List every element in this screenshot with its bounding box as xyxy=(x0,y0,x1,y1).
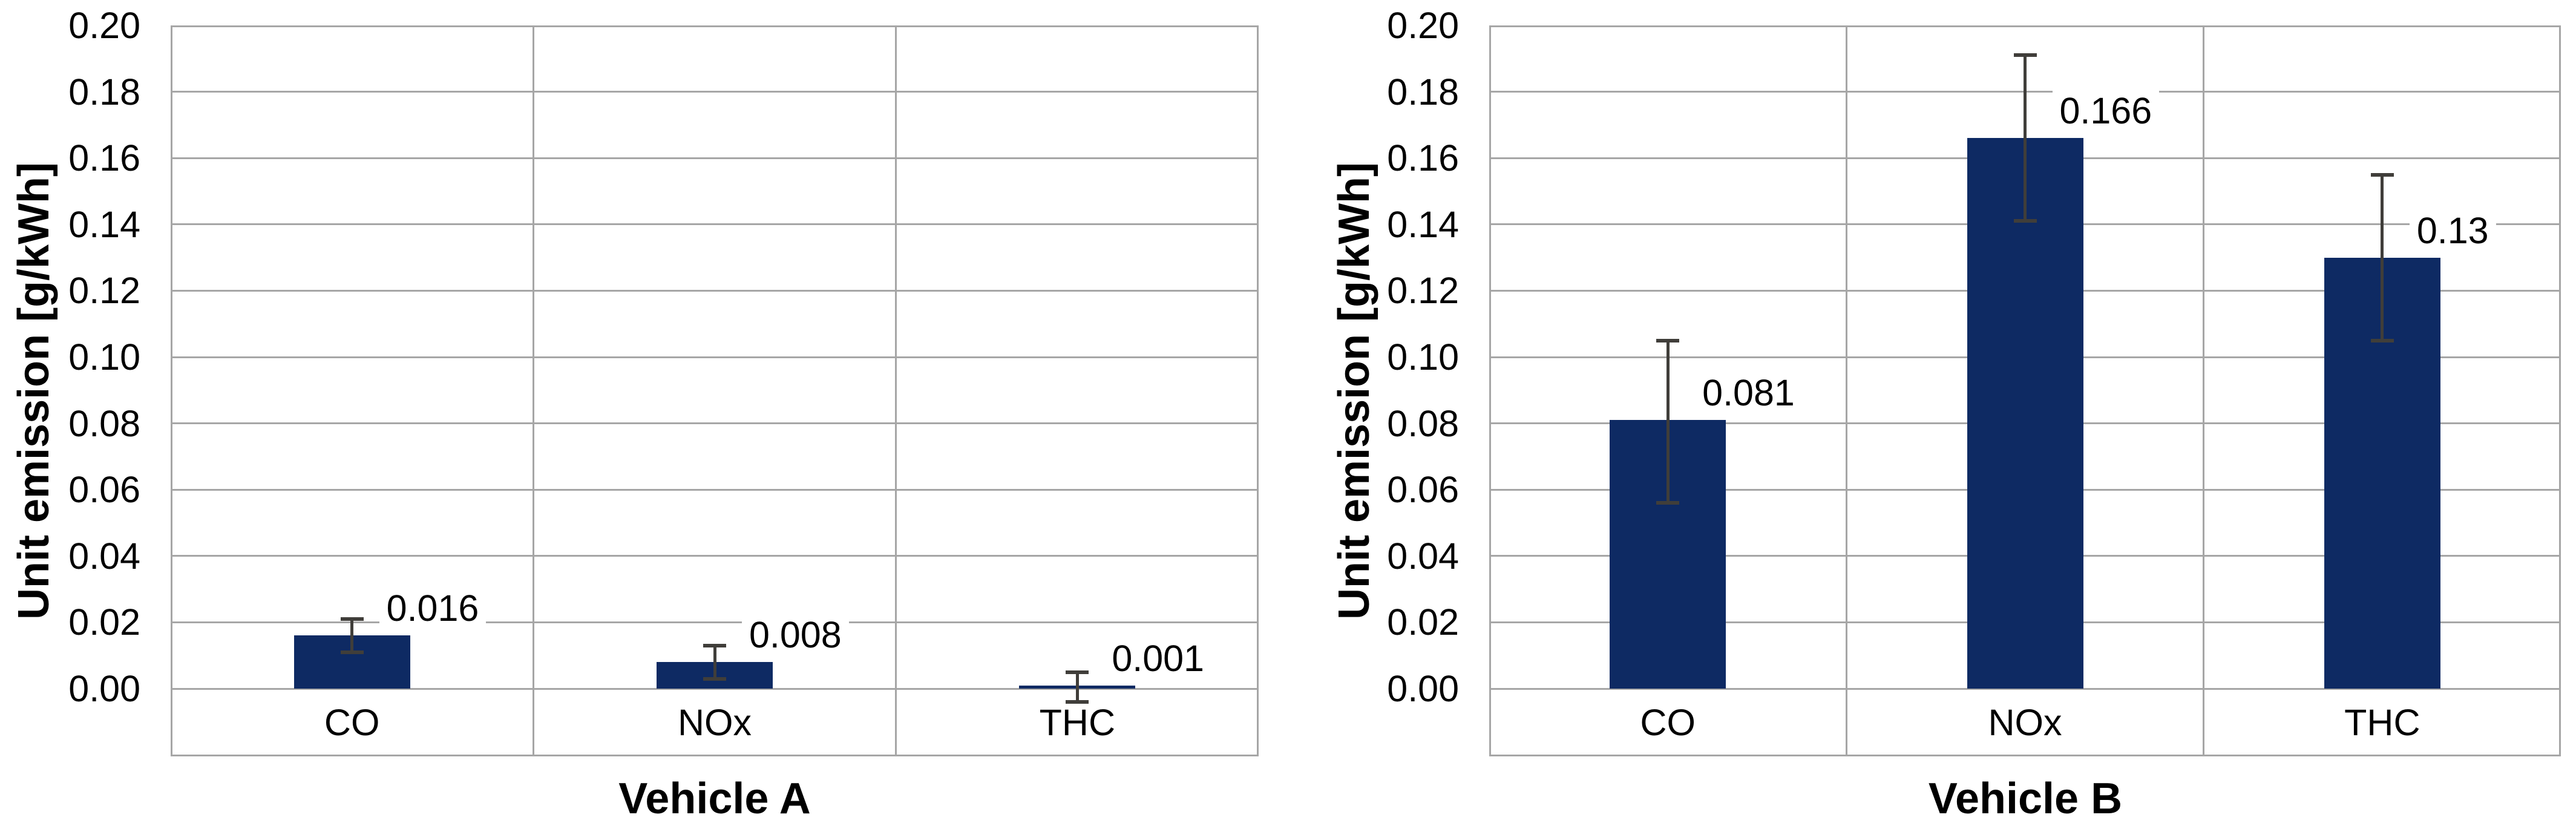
y-tick-label: 0.06 xyxy=(68,469,140,511)
category-label: CO xyxy=(324,701,380,743)
y-tick-label: 0.16 xyxy=(1387,137,1459,179)
gridline xyxy=(171,223,1259,226)
gridline xyxy=(171,289,1259,292)
error-bar-line xyxy=(350,618,354,652)
gridline xyxy=(171,555,1259,557)
y-tick-label: 0.00 xyxy=(68,667,140,709)
gridline xyxy=(171,91,1259,93)
y-tick-label: 0.18 xyxy=(1387,71,1459,113)
category-label: THC xyxy=(2344,701,2420,743)
category-separator xyxy=(2203,25,2205,756)
data-label: 0.001 xyxy=(1104,637,1211,680)
gridline xyxy=(171,356,1259,358)
y-tick-label: 0.06 xyxy=(1387,469,1459,511)
y-tick-label: 0.00 xyxy=(1387,667,1459,709)
error-bar-cap-top xyxy=(2013,53,2037,57)
y-tick-label: 0.10 xyxy=(68,336,140,378)
error-bar-cap-bottom xyxy=(1066,700,1089,704)
plot-border xyxy=(171,25,1259,756)
plot-border xyxy=(1489,25,2561,756)
y-tick-label: 0.20 xyxy=(1387,4,1459,46)
y-tick-label: 0.16 xyxy=(68,137,140,179)
category-label: NOx xyxy=(1988,701,2062,743)
x-axis-title: Vehicle B xyxy=(1928,775,2123,823)
category-separator xyxy=(895,25,897,756)
gridline xyxy=(171,157,1259,159)
x-axis-line xyxy=(1489,687,2561,690)
error-bar-cap-bottom xyxy=(2370,338,2394,342)
x-axis-line xyxy=(171,687,1259,690)
y-tick-label: 0.18 xyxy=(68,71,140,113)
y-tick-label: 0.08 xyxy=(68,402,140,444)
error-bar-cap-top xyxy=(1066,670,1089,674)
gridline xyxy=(171,422,1259,425)
y-tick-label: 0.08 xyxy=(1387,402,1459,444)
category-label: CO xyxy=(1640,701,1696,743)
category-separator xyxy=(532,25,534,756)
y-tick-label: 0.02 xyxy=(1387,601,1459,643)
data-label: 0.081 xyxy=(1695,372,1802,414)
data-label: 0.166 xyxy=(2052,90,2160,133)
y-tick-label: 0.04 xyxy=(1387,535,1459,577)
y-tick-label: 0.12 xyxy=(1387,270,1459,312)
y-tick-label: 0.20 xyxy=(68,4,140,46)
category-label: THC xyxy=(1039,701,1116,743)
error-bar-cap-bottom xyxy=(703,677,726,681)
error-bar-cap-top xyxy=(1656,338,1680,342)
y-tick-label: 0.02 xyxy=(68,601,140,643)
data-label: 0.13 xyxy=(2409,209,2496,252)
data-label: 0.008 xyxy=(742,614,849,657)
category-separator xyxy=(1845,25,1847,756)
error-bar-cap-top xyxy=(703,643,726,647)
error-bar-line xyxy=(2381,174,2384,341)
error-bar-cap-bottom xyxy=(1656,501,1680,505)
error-bar-cap-top xyxy=(2370,172,2394,177)
error-bar-line xyxy=(1666,340,1670,503)
y-tick-label: 0.10 xyxy=(1387,336,1459,378)
gridline xyxy=(171,488,1259,491)
y-tick-label: 0.04 xyxy=(68,535,140,577)
gridline xyxy=(171,621,1259,623)
error-bar-cap-bottom xyxy=(2013,219,2037,223)
data-label: 0.016 xyxy=(379,587,487,630)
bar-nox xyxy=(1967,138,2083,689)
y-tick-label: 0.12 xyxy=(68,270,140,312)
y-tick-label: 0.14 xyxy=(68,203,140,245)
error-bar-line xyxy=(713,645,716,679)
error-bar-cap-top xyxy=(340,617,364,621)
y-tick-label: 0.14 xyxy=(1387,203,1459,245)
error-bar-line xyxy=(2024,55,2027,221)
error-bar-line xyxy=(1075,672,1079,702)
error-bar-cap-bottom xyxy=(340,650,364,654)
x-axis-title: Vehicle A xyxy=(618,775,811,823)
category-label: NOx xyxy=(678,701,752,743)
